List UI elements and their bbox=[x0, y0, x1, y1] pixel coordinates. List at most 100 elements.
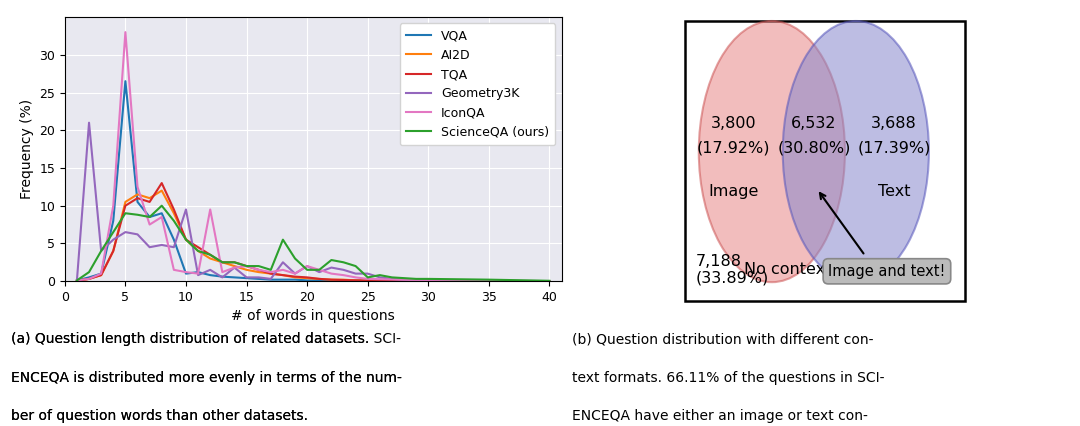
ScienceQA (ours) bbox=[361, 275, 374, 280]
AI2D bbox=[337, 277, 350, 282]
TQA bbox=[337, 277, 350, 282]
ScienceQA (ours) bbox=[167, 218, 180, 223]
ScienceQA (ours) bbox=[191, 248, 204, 253]
IconQA bbox=[361, 276, 374, 282]
ScienceQA (ours) bbox=[95, 248, 108, 253]
AI2D bbox=[361, 278, 374, 283]
VQA bbox=[325, 278, 338, 283]
TQA bbox=[276, 273, 289, 278]
AI2D bbox=[70, 278, 83, 283]
VQA bbox=[374, 278, 387, 283]
Geometry3K bbox=[337, 267, 350, 272]
VQA bbox=[82, 275, 95, 280]
VQA bbox=[253, 276, 266, 282]
AI2D bbox=[179, 237, 192, 242]
ScienceQA (ours) bbox=[204, 252, 217, 257]
Geometry3K bbox=[313, 270, 326, 275]
AI2D bbox=[300, 276, 313, 281]
Geometry3K bbox=[422, 278, 435, 283]
Geometry3K bbox=[374, 275, 387, 280]
TQA bbox=[204, 252, 217, 257]
AI2D bbox=[82, 276, 95, 282]
Geometry3K bbox=[386, 276, 399, 282]
VQA bbox=[179, 271, 192, 276]
VQA bbox=[156, 211, 168, 216]
TQA bbox=[191, 245, 204, 250]
Text: (17.92%): (17.92%) bbox=[697, 141, 771, 156]
VQA bbox=[397, 278, 410, 283]
ScienceQA (ours) bbox=[313, 267, 326, 272]
IconQA bbox=[167, 267, 180, 272]
VQA bbox=[144, 214, 157, 219]
VQA bbox=[349, 278, 362, 283]
ScienceQA (ours) bbox=[483, 277, 496, 282]
Line: TQA: TQA bbox=[77, 183, 550, 281]
Y-axis label: Frequency (%): Frequency (%) bbox=[19, 99, 33, 199]
VQA bbox=[70, 278, 83, 283]
TQA bbox=[107, 248, 120, 253]
Text: text formats. 66.11% of the questions in SCI-: text formats. 66.11% of the questions in… bbox=[572, 371, 885, 385]
VQA bbox=[386, 278, 399, 283]
TQA bbox=[313, 276, 326, 282]
AI2D bbox=[349, 278, 362, 283]
Geometry3K bbox=[253, 275, 266, 280]
Geometry3K bbox=[95, 248, 108, 253]
ScienceQA (ours) bbox=[276, 237, 289, 242]
TQA bbox=[543, 279, 556, 284]
AI2D bbox=[131, 192, 144, 197]
ScienceQA (ours) bbox=[288, 256, 301, 261]
Geometry3K bbox=[265, 276, 278, 282]
TQA bbox=[265, 271, 278, 276]
AI2D bbox=[288, 275, 301, 280]
Geometry3K bbox=[228, 265, 241, 270]
AI2D bbox=[265, 271, 278, 276]
ScienceQA (ours) bbox=[216, 260, 229, 265]
TQA bbox=[82, 276, 95, 282]
ScienceQA (ours) bbox=[253, 264, 266, 269]
Geometry3K bbox=[325, 265, 338, 270]
TQA bbox=[70, 278, 83, 283]
Geometry3K bbox=[240, 275, 253, 280]
TQA bbox=[131, 196, 144, 201]
IconQA bbox=[240, 264, 253, 269]
ScienceQA (ours) bbox=[119, 211, 132, 216]
VQA bbox=[409, 278, 422, 283]
TQA bbox=[179, 237, 192, 242]
VQA bbox=[167, 237, 180, 242]
Text: (a) Question length distribution of related datasets. SCI-: (a) Question length distribution of rela… bbox=[11, 332, 401, 346]
Text: (17.39%): (17.39%) bbox=[858, 141, 931, 156]
Text: 3,688: 3,688 bbox=[870, 116, 917, 131]
Text: No context: No context bbox=[744, 262, 832, 277]
Text: 3,800: 3,800 bbox=[711, 116, 757, 131]
TQA bbox=[216, 260, 229, 265]
Ellipse shape bbox=[699, 21, 845, 282]
IconQA bbox=[107, 203, 120, 208]
Ellipse shape bbox=[783, 21, 929, 282]
ScienceQA (ours) bbox=[144, 214, 157, 219]
ScienceQA (ours) bbox=[325, 257, 338, 262]
Text: ENCEQA have either an image or text con-: ENCEQA have either an image or text con- bbox=[572, 409, 868, 423]
IconQA bbox=[337, 273, 350, 278]
AI2D bbox=[483, 279, 496, 284]
Line: VQA: VQA bbox=[77, 81, 550, 281]
AI2D bbox=[276, 273, 289, 278]
IconQA bbox=[131, 184, 144, 190]
Text: 6,532: 6,532 bbox=[791, 116, 837, 131]
Geometry3K bbox=[543, 279, 556, 284]
Geometry3K bbox=[276, 260, 289, 265]
Line: ScienceQA (ours): ScienceQA (ours) bbox=[77, 206, 550, 281]
ScienceQA (ours) bbox=[107, 230, 120, 235]
Geometry3K bbox=[119, 230, 132, 235]
Geometry3K bbox=[288, 271, 301, 276]
IconQA bbox=[325, 271, 338, 276]
ScienceQA (ours) bbox=[228, 260, 241, 265]
IconQA bbox=[144, 222, 157, 227]
Geometry3K bbox=[131, 232, 144, 237]
VQA bbox=[240, 276, 253, 281]
ScienceQA (ours) bbox=[70, 278, 83, 283]
AI2D bbox=[119, 199, 132, 204]
AI2D bbox=[253, 270, 266, 275]
IconQA bbox=[483, 278, 496, 283]
VQA bbox=[107, 218, 120, 223]
ScienceQA (ours) bbox=[179, 237, 192, 242]
